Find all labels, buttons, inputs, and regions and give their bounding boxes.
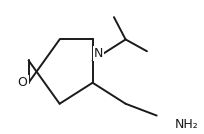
Text: O: O bbox=[18, 76, 28, 89]
Text: NH₂: NH₂ bbox=[175, 118, 199, 131]
Text: N: N bbox=[94, 47, 103, 60]
